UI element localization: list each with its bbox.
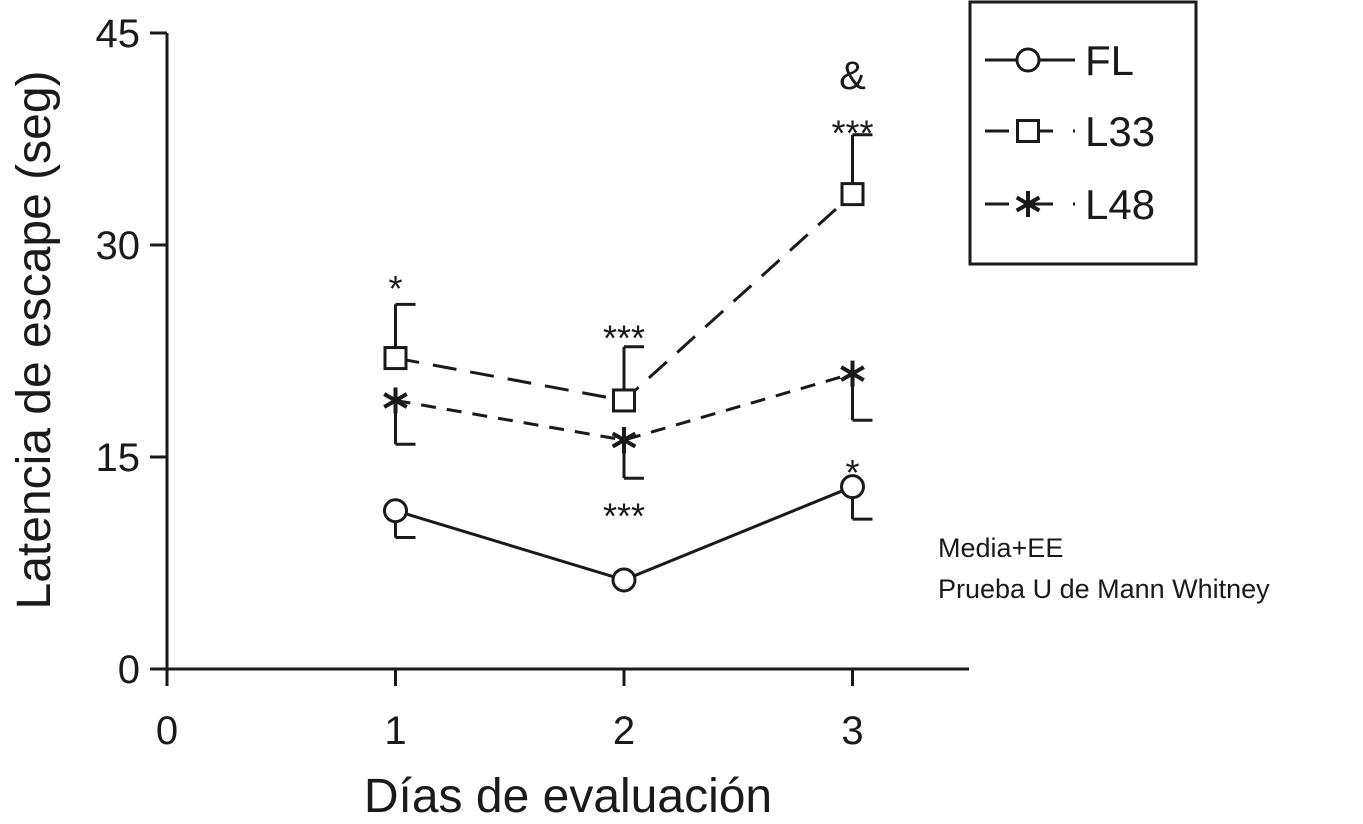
x-tick-label-0: 0 [156,709,178,753]
series-l48 [383,360,873,480]
legend-label-l48: L48 [1085,181,1155,228]
series-fl [383,474,873,593]
legend-box [968,0,1198,266]
point-l48-2 [611,427,637,454]
y-tick-label-45: 45 [96,12,141,56]
point-l33-2 [612,388,636,413]
x-tick-label-2: 2 [613,709,635,753]
annotation-1: * [388,268,402,309]
note-stat-summary: Media+EE [938,533,1063,563]
legend: FL L33 L48 [968,0,1198,266]
x-tick-label-3: 3 [841,709,863,753]
y-tick-label-0: 0 [118,648,140,692]
y-axis-label: Latencia de escape (seg) [8,70,61,609]
axis-ticks: 0 15 30 45 0 1 2 3 [96,12,864,753]
annotation-2: *** [603,318,645,359]
annotation-3: *** [603,496,645,537]
y-tick-label-30: 30 [96,224,141,268]
point-l48-3 [840,360,865,387]
x-tick-label-1: 1 [384,709,406,753]
legend-label-fl: FL [1085,37,1134,84]
point-fl-2 [611,567,637,593]
point-l33-1 [383,346,408,371]
notes: Media+EE Prueba U de Mann Whitney [938,533,1270,604]
note-stat-test: Prueba U de Mann Whitney [938,574,1270,604]
point-fl-1 [383,498,408,524]
point-fl-3 [840,474,865,500]
point-l33-3 [840,182,865,207]
legend-label-l33: L33 [1085,108,1155,155]
y-tick-label-15: 15 [96,436,141,480]
x-axis-label: Días de evaluación [364,770,772,823]
series-line-l48 [395,372,853,442]
point-l48-1 [383,387,408,414]
annotation-5: *** [831,113,873,154]
annotation-4: * [845,452,859,493]
annotations: ***********& [388,54,873,537]
series-layer [383,133,873,593]
legend-marker-l48 [1015,191,1041,217]
axes [165,33,969,671]
legend-marker-l33 [1016,119,1040,143]
legend-marker-fl [1015,47,1041,73]
series-l33 [383,133,873,413]
annotation-6: & [839,54,866,98]
